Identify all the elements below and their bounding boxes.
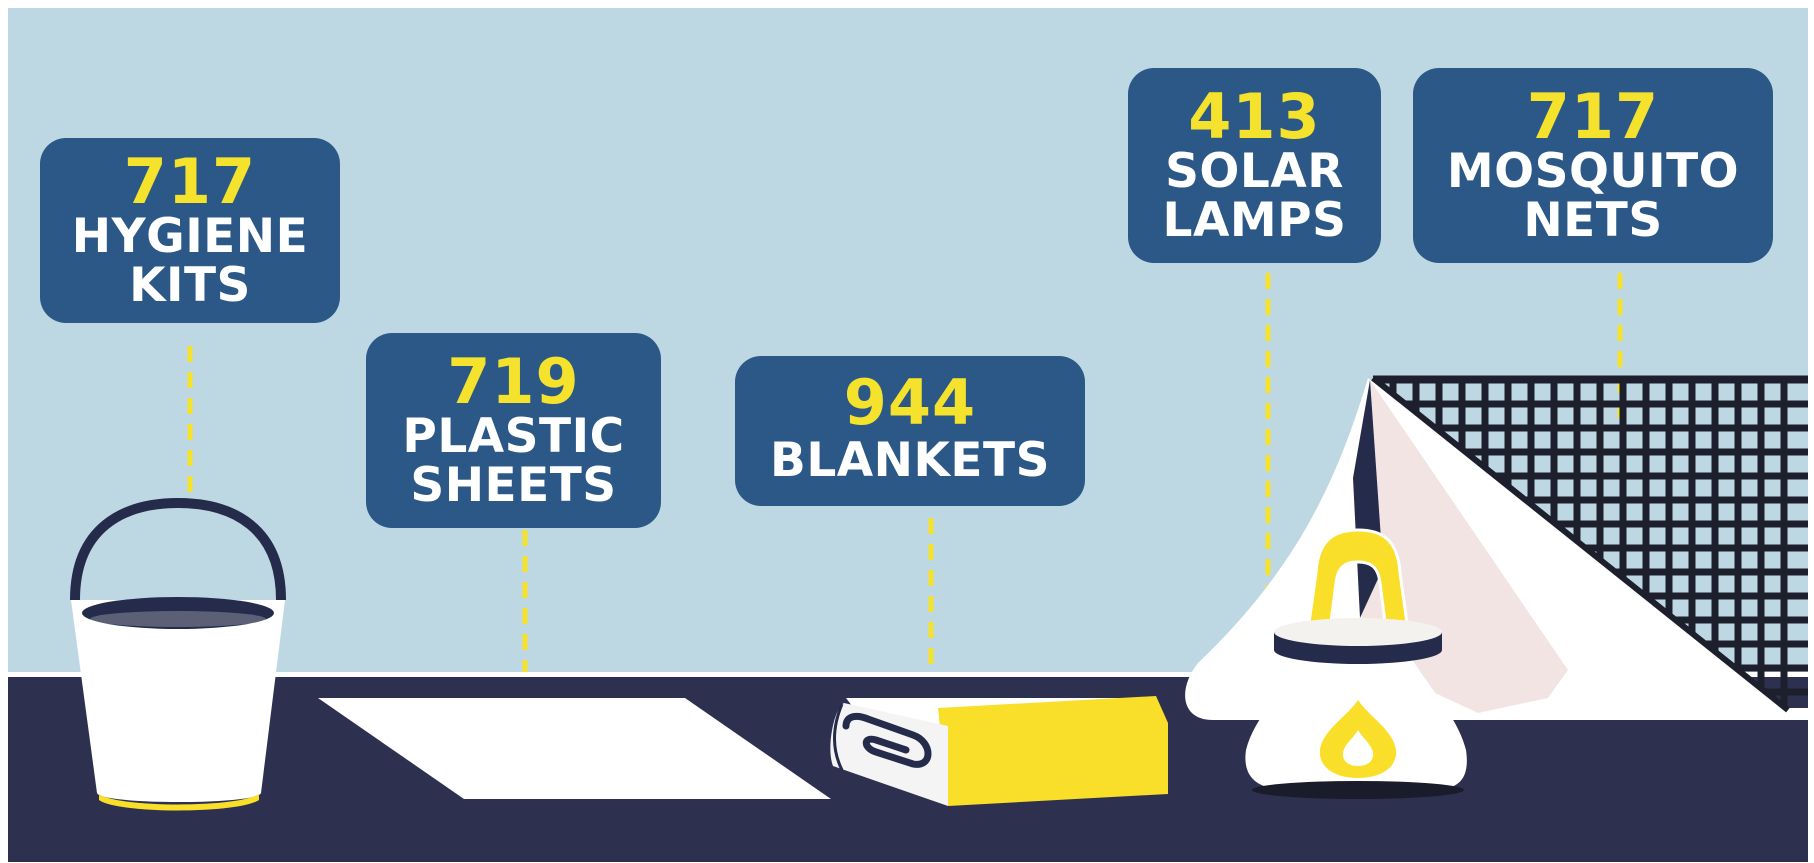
label-hygiene-kits: 717 HYGIENE KITS <box>40 138 340 323</box>
name-mosquito-nets-line1: MOSQUITO <box>1446 143 1740 199</box>
plastic-sheet-icon <box>318 698 831 799</box>
name-mosquito-nets-line2: NETS <box>1523 192 1663 248</box>
count-hygiene-kits: 717 <box>123 144 257 218</box>
horizon-line <box>8 672 1808 677</box>
infographic: 717 HYGIENE KITS 719 PLASTIC SHEETS 944 … <box>8 8 1808 862</box>
label-blankets: 944 BLANKETS <box>735 356 1085 506</box>
name-hygiene-kits-line1: HYGIENE <box>71 208 309 264</box>
count-mosquito-nets: 717 <box>1526 79 1660 153</box>
name-plastic-sheets-line1: PLASTIC <box>402 408 625 464</box>
blanket-icon <box>830 696 1168 806</box>
bucket-icon <box>70 497 286 811</box>
name-solar-lamps-line2: LAMPS <box>1162 192 1347 248</box>
count-plastic-sheets: 719 <box>447 344 580 418</box>
name-plastic-sheets-line2: SHEETS <box>410 457 617 513</box>
label-plastic-sheets: 719 PLASTIC SHEETS <box>366 333 661 528</box>
name-blankets-line1: BLANKETS <box>770 433 1050 488</box>
count-solar-lamps: 413 <box>1188 79 1321 153</box>
name-hygiene-kits-line2: KITS <box>129 257 251 313</box>
label-solar-lamps: 413 SOLAR LAMPS <box>1128 68 1381 263</box>
name-solar-lamps-line1: SOLAR <box>1165 143 1344 199</box>
label-mosquito-nets: 717 MOSQUITO NETS <box>1413 68 1773 263</box>
count-blankets: 944 <box>843 366 977 439</box>
solar-lamp-icon <box>1245 528 1467 799</box>
